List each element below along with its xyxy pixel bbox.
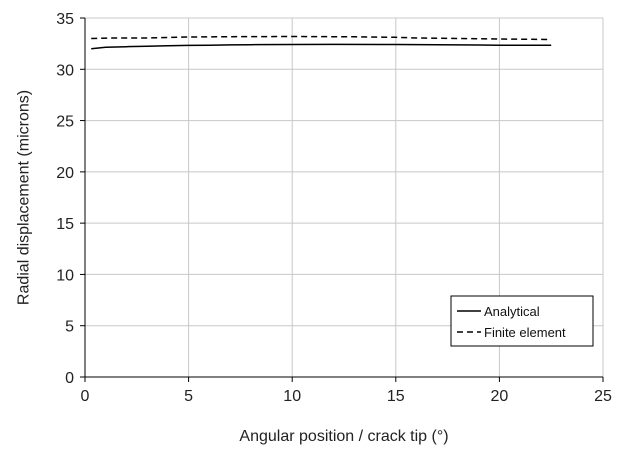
- x-tick-label: 0: [81, 388, 90, 405]
- y-tick-label: 10: [56, 267, 74, 284]
- series-lines: [91, 35, 552, 50]
- x-axis-title: Angular position / crack tip (°): [239, 428, 448, 445]
- y-tick-labels: 0 5 10 15 20 25 30 35: [56, 11, 74, 387]
- y-tick-label: 20: [56, 165, 74, 182]
- y-tick-label: 15: [56, 216, 74, 233]
- grid-lines: [85, 17, 604, 377]
- y-tick-label: 5: [65, 319, 74, 336]
- axes: [80, 17, 604, 382]
- y-tick-label: 35: [56, 11, 74, 28]
- series-line-finite-element: [91, 35, 552, 41]
- legend-label-analytical: Analytical: [484, 304, 540, 319]
- y-tick-label: 30: [56, 62, 74, 79]
- legend: Analytical Finite element: [450, 295, 594, 347]
- x-tick-label: 5: [184, 388, 193, 405]
- x-tick-label: 20: [491, 388, 509, 405]
- legend-box: [450, 295, 594, 347]
- legend-label-finite-element: Finite element: [484, 325, 566, 340]
- y-tick-label: 0: [65, 370, 74, 387]
- x-tick-label: 25: [594, 388, 612, 405]
- y-axis-title: Radial displacement (microns): [16, 90, 33, 305]
- x-tick-label: 10: [283, 388, 301, 405]
- x-tick-label: 15: [387, 388, 405, 405]
- y-tick-label: 25: [56, 114, 74, 131]
- x-tick-labels: 0 5 10 15 20 25: [81, 388, 612, 405]
- series-line-analytical: [91, 43, 552, 50]
